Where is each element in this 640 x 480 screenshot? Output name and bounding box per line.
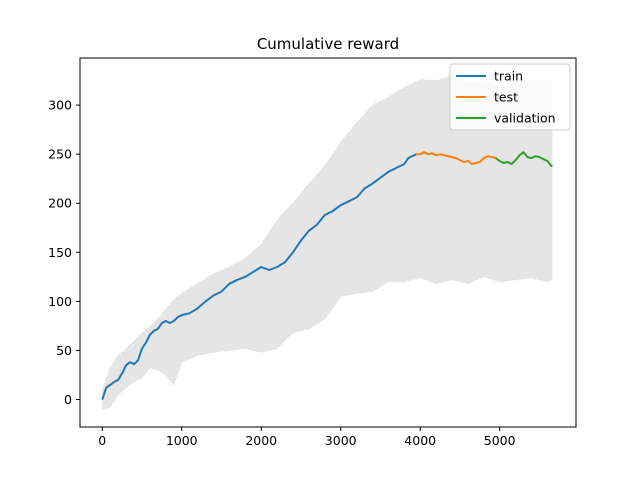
x-tick-label: 3000 xyxy=(325,433,357,448)
variance-band xyxy=(101,75,553,410)
legend: train test validation xyxy=(449,63,571,131)
axes-frame xyxy=(79,57,577,428)
y-tick-label: 250 xyxy=(48,147,72,162)
y-tick-label: 50 xyxy=(56,343,72,358)
x-tick-label: 0 xyxy=(98,433,106,448)
y-tick-label: 150 xyxy=(48,245,72,260)
legend-label-train: train xyxy=(494,69,523,84)
y-tick-label: 100 xyxy=(48,294,72,309)
y-tick-label: 200 xyxy=(48,196,72,211)
legend-label-test: test xyxy=(494,90,518,105)
chart-title: Cumulative reward xyxy=(257,35,399,53)
x-tick-label: 5000 xyxy=(484,433,516,448)
y-tick-label: 0 xyxy=(64,392,72,407)
legend-box xyxy=(449,63,571,131)
x-tick-label: 1000 xyxy=(166,433,198,448)
series-line-train xyxy=(101,153,417,400)
legend-label-validation: validation xyxy=(494,111,556,126)
x-tick-label: 4000 xyxy=(404,433,436,448)
plot-area xyxy=(101,75,553,410)
series-line-test xyxy=(416,151,496,165)
x-axis: 0 1000 2000 3000 4000 5000 xyxy=(98,427,516,448)
series-line-validation xyxy=(495,151,553,167)
x-tick-label: 2000 xyxy=(245,433,277,448)
y-tick-label: 300 xyxy=(48,98,72,113)
y-axis: 0 50 100 150 200 250 300 xyxy=(48,98,80,407)
